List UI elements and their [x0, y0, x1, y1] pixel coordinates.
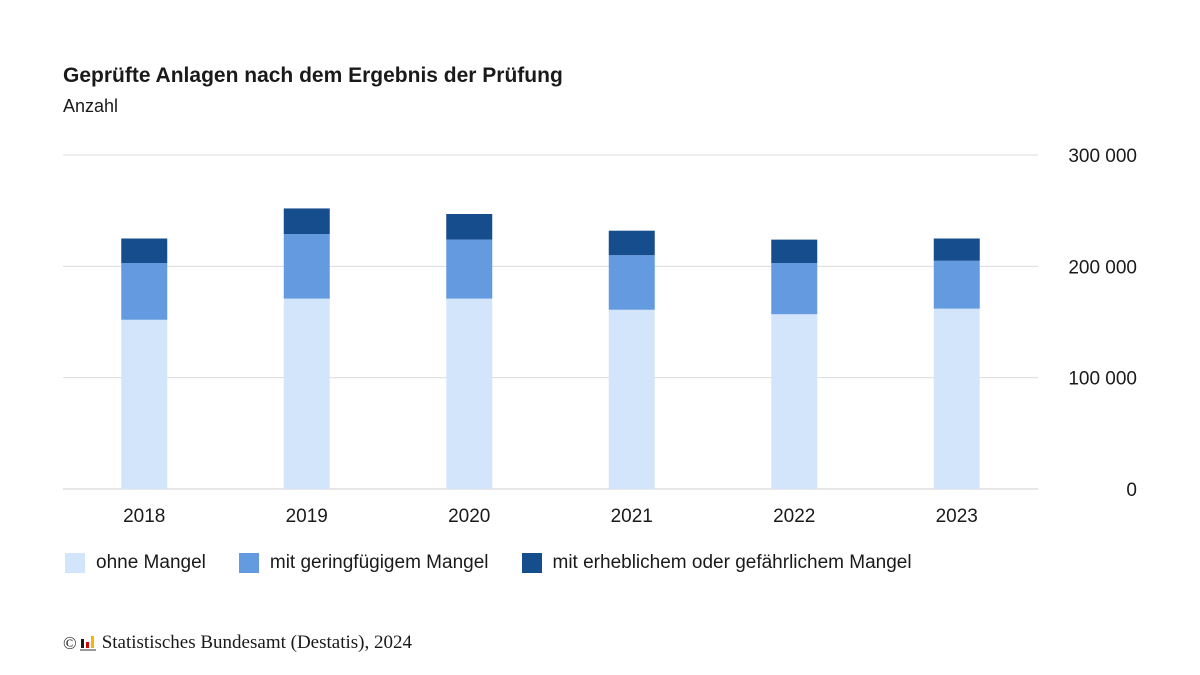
bar-segment-2021-3[interactable] [608, 230, 655, 256]
destatis-logo-icon [79, 635, 96, 651]
bar-segment-2021-1[interactable] [608, 309, 655, 489]
x-tick-label: 2023 [936, 506, 978, 527]
x-tick-label: 2022 [773, 506, 815, 527]
legend-swatch-erheblicher-mangel [521, 553, 542, 573]
legend-label: ohne Mangel [96, 552, 206, 573]
legend-swatch-ohne-mangel [65, 553, 85, 573]
x-tick-label: 2021 [611, 506, 653, 527]
y-tick-label: 0 [1126, 480, 1137, 501]
legend-label: mit erheblichem oder gefährlichem Mangel [552, 552, 912, 573]
legend-item-ohne-mangel[interactable]: ohne Mangel [65, 552, 206, 574]
bar-segment-2020-2[interactable] [446, 239, 493, 299]
bar-segment-2023-2[interactable] [933, 260, 980, 309]
bar-segment-2019-3[interactable] [283, 208, 330, 235]
y-tick-label: 100 000 [1068, 369, 1137, 390]
bar-segment-2021-2[interactable] [608, 255, 655, 310]
chart-subtitle: Anzahl [63, 96, 119, 116]
copyright-symbol: © [63, 632, 77, 653]
bar-segment-2020-1[interactable] [446, 298, 493, 489]
legend-item-geringfuegiger-mangel[interactable]: mit geringfügigem Mangel [238, 552, 489, 574]
legend-label: mit geringfügigem Mangel [269, 552, 489, 573]
legend-swatch-geringfuegiger-mangel [238, 553, 259, 573]
chart-title: Geprüfte Anlagen nach dem Ergebnis der P… [63, 64, 563, 87]
x-tick-label: 2018 [123, 506, 165, 527]
source-text: Statistisches Bundesamt (Destatis), 2024 [101, 632, 412, 653]
bar-segment-2022-2[interactable] [771, 262, 818, 315]
bar-segment-2018-1[interactable] [121, 319, 168, 489]
bar-segment-2018-3[interactable] [121, 238, 168, 263]
bar-segment-2022-1[interactable] [771, 314, 818, 489]
y-tick-label: 200 000 [1068, 257, 1137, 278]
legend: ohne Mangel mit geringfügigem Mangel mit… [65, 552, 945, 574]
x-tick-label: 2019 [286, 506, 328, 527]
bar-segment-2020-3[interactable] [446, 214, 493, 240]
y-tick-label: 300 000 [1068, 146, 1137, 167]
source-footer: © Statistisches Bundesamt (Destatis), 20… [63, 632, 412, 654]
bar-segment-2023-3[interactable] [933, 238, 980, 261]
bar-segment-2022-3[interactable] [771, 239, 818, 263]
legend-item-erheblicher-mangel[interactable]: mit erheblichem oder gefährlichem Mangel [521, 552, 912, 574]
bar-segment-2019-1[interactable] [283, 298, 330, 489]
bar-segment-2023-1[interactable] [933, 308, 980, 489]
x-tick-label: 2020 [448, 506, 490, 527]
bar-segment-2019-2[interactable] [283, 234, 330, 299]
bar-segment-2018-2[interactable] [121, 262, 168, 320]
